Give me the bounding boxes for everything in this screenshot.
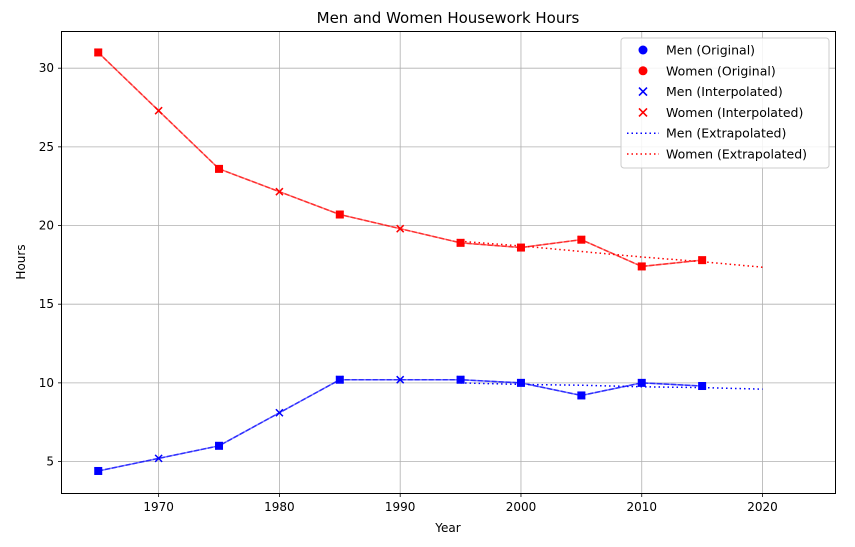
y-tick-label: 5 xyxy=(46,455,54,469)
legend-label: Men (Extrapolated) xyxy=(666,126,786,141)
x-tick-label: 1980 xyxy=(264,500,295,514)
legend-label: Men (Interpolated) xyxy=(666,84,783,99)
legend-item-men-interpolated: Men (Interpolated) xyxy=(638,84,783,99)
men-extrapolated-line xyxy=(460,382,763,390)
y-tick-label: 15 xyxy=(39,297,54,311)
women-original-point xyxy=(336,211,343,218)
legend-marker xyxy=(638,45,648,55)
x-tick-label: 2020 xyxy=(747,500,778,514)
legend-label: Women (Original) xyxy=(666,63,776,78)
men-original-point xyxy=(216,442,223,449)
men-interpolated-point xyxy=(275,408,284,417)
women-original-point xyxy=(95,49,102,56)
men-original-point xyxy=(457,376,464,383)
x-axis: 1970 1980 1990 2000 2010 2020 xyxy=(143,493,778,514)
y-tick-label: 25 xyxy=(39,140,54,154)
women-interpolated-point xyxy=(275,187,284,196)
women-interpolated-point xyxy=(154,106,163,115)
men-original-point xyxy=(517,379,524,386)
y-axis-label: Hours xyxy=(14,244,28,279)
legend-label: Men (Original) xyxy=(666,43,755,58)
legend-marker xyxy=(638,107,648,117)
legend-item-men-extrapolated: Men (Extrapolated) xyxy=(627,126,786,141)
legend: Men (Original) Women (Original) Men (Inter… xyxy=(620,37,830,169)
legend-label: Women (Extrapolated) xyxy=(666,147,807,162)
men-interpolated-point xyxy=(154,454,163,463)
chart-title: Men and Women Housework Hours xyxy=(317,9,580,27)
x-tick-label: 2010 xyxy=(626,500,657,514)
women-original-point xyxy=(578,236,585,243)
legend-box xyxy=(620,37,830,169)
women-extrapolated-line xyxy=(460,240,763,268)
legend-item-women-interpolated: Women (Interpolated) xyxy=(638,105,803,120)
men-interpolated-point xyxy=(396,375,405,384)
legend-item-women-original: Women (Original) xyxy=(638,63,776,78)
women-original-point xyxy=(638,263,645,270)
plot-area xyxy=(94,48,763,476)
women-original-point xyxy=(457,239,464,246)
legend-label: Women (Interpolated) xyxy=(666,105,803,120)
women-interpolated-point xyxy=(396,224,405,233)
plot-frame xyxy=(61,31,836,494)
x-tick-label: 1970 xyxy=(143,500,174,514)
y-tick-label: 30 xyxy=(39,61,54,75)
men-original-point xyxy=(638,379,645,386)
women-original-point xyxy=(216,165,223,172)
y-tick-label: 20 xyxy=(39,219,54,233)
legend-item-women-extrapolated: Women (Extrapolated) xyxy=(627,147,807,162)
x-tick-label: 2000 xyxy=(506,500,537,514)
y-axis: 5 10 15 20 25 30 xyxy=(39,61,62,469)
women-original-point xyxy=(517,244,524,251)
women-original-point xyxy=(699,257,706,264)
x-tick-label: 1990 xyxy=(385,500,416,514)
x-axis-label: Year xyxy=(434,521,460,535)
legend-marker xyxy=(638,87,648,97)
men-original-point xyxy=(699,383,706,390)
men-original-point xyxy=(578,392,585,399)
men-original-point xyxy=(95,467,102,474)
legend-item-men-original: Men (Original) xyxy=(638,43,755,58)
y-tick-label: 10 xyxy=(39,376,54,390)
men-original-point xyxy=(336,376,343,383)
legend-marker xyxy=(638,66,648,76)
